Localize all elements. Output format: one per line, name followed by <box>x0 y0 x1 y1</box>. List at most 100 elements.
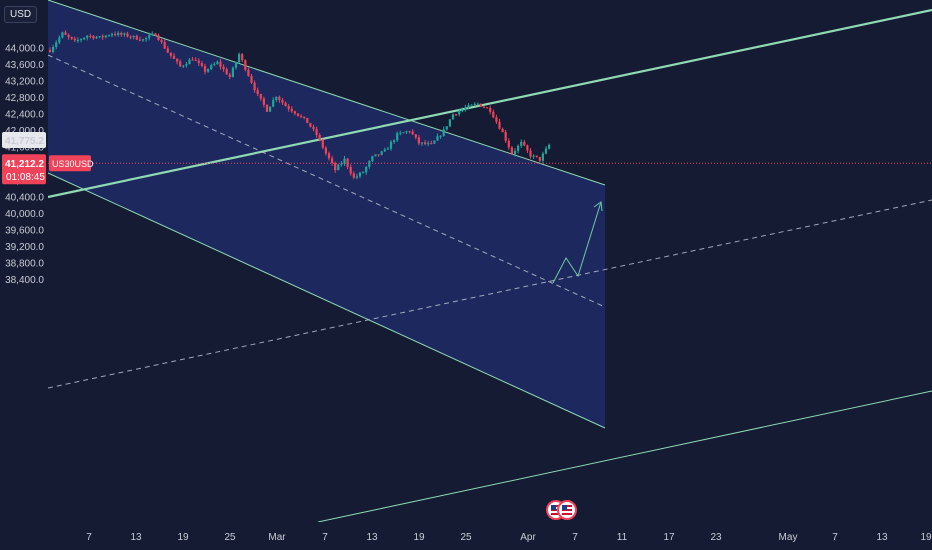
candle-body <box>114 34 117 36</box>
x-tick-label: 7 <box>322 532 328 543</box>
candle <box>269 106 272 112</box>
candle <box>470 104 473 106</box>
candle-body <box>448 119 451 127</box>
candle-body <box>265 104 269 112</box>
candle-body <box>433 140 436 144</box>
x-tick-label: 13 <box>130 532 142 543</box>
candle-body <box>309 123 312 127</box>
candle <box>358 171 362 179</box>
channel-midline <box>47 54 606 308</box>
candle <box>176 58 179 65</box>
candle <box>287 103 290 112</box>
candle-body <box>476 103 479 105</box>
candle <box>296 113 300 117</box>
candle <box>346 158 349 170</box>
x-tick-label: May <box>779 532 798 543</box>
candle-body <box>216 61 219 65</box>
candle-body <box>321 139 324 148</box>
candle <box>231 66 234 78</box>
candle-body <box>70 36 73 39</box>
candle-body <box>61 32 64 38</box>
candle <box>548 143 551 150</box>
candle <box>179 59 182 68</box>
candle-body <box>526 145 529 151</box>
candle <box>216 60 219 65</box>
candle <box>281 97 284 105</box>
candle-body <box>523 141 526 146</box>
currency-button[interactable]: USD <box>4 6 38 23</box>
candle <box>476 102 479 106</box>
candle-body <box>67 34 70 37</box>
candle <box>411 129 414 135</box>
candle-body <box>343 158 346 164</box>
candle-body <box>231 67 234 77</box>
candle-body <box>458 111 461 115</box>
candle-body <box>145 37 148 40</box>
candle-body <box>234 61 238 68</box>
candle-body <box>269 106 272 112</box>
candle <box>448 118 451 128</box>
candle-body <box>318 135 321 140</box>
candle-body <box>222 66 225 70</box>
candle <box>535 155 538 158</box>
candle <box>228 72 231 80</box>
candle <box>265 104 269 112</box>
candle-body <box>207 69 210 72</box>
candle <box>467 103 470 110</box>
y-axis-panel[interactable] <box>0 0 48 522</box>
candle-body <box>383 149 386 152</box>
ascending-channel-line <box>47 8 932 199</box>
candle-body <box>464 107 467 110</box>
candle-body <box>194 59 197 61</box>
candle <box>405 130 408 135</box>
candle <box>185 61 188 68</box>
candle-body <box>132 35 135 38</box>
candle-body <box>250 75 253 83</box>
candle-body <box>417 137 420 144</box>
candle <box>104 35 107 39</box>
candle-body <box>160 40 163 42</box>
candle <box>278 95 281 103</box>
candle-body <box>365 166 368 173</box>
candle-body <box>427 143 430 145</box>
candle <box>148 32 151 41</box>
candle-body <box>182 65 185 67</box>
candle <box>98 35 101 39</box>
candle-body <box>213 64 216 66</box>
y-tick-label: 40,400.0 <box>5 192 44 203</box>
candle <box>414 134 417 140</box>
candle-body <box>405 131 408 133</box>
candle-body <box>470 104 473 106</box>
candle-body <box>166 48 169 53</box>
candle <box>455 113 458 117</box>
candle <box>327 151 331 161</box>
candle <box>200 60 203 68</box>
candle <box>402 132 405 134</box>
candle <box>417 135 420 146</box>
candle <box>303 116 306 120</box>
x-tick-label: Apr <box>520 532 536 543</box>
candle <box>290 106 293 113</box>
candle-body <box>89 35 92 37</box>
last-price-label-bg <box>2 154 46 185</box>
candle-body <box>396 133 399 141</box>
candle-body <box>520 141 523 146</box>
candle <box>244 59 247 72</box>
candle <box>79 38 83 43</box>
candle-body <box>210 65 213 70</box>
candle-body <box>482 106 486 108</box>
candle-body <box>358 172 362 177</box>
candle-body <box>504 132 507 141</box>
symbol-label: US30USD <box>52 159 94 169</box>
x-tick-label: 23 <box>710 532 722 543</box>
candle <box>52 44 55 54</box>
y-tick-label: 42,000.0 <box>5 126 44 137</box>
candle-body <box>408 131 411 133</box>
y-tick-label: 43,200.0 <box>5 77 44 88</box>
flag-us-icon[interactable] <box>546 500 577 520</box>
candle <box>238 52 241 64</box>
candle-body <box>451 114 455 120</box>
candle <box>76 37 79 43</box>
